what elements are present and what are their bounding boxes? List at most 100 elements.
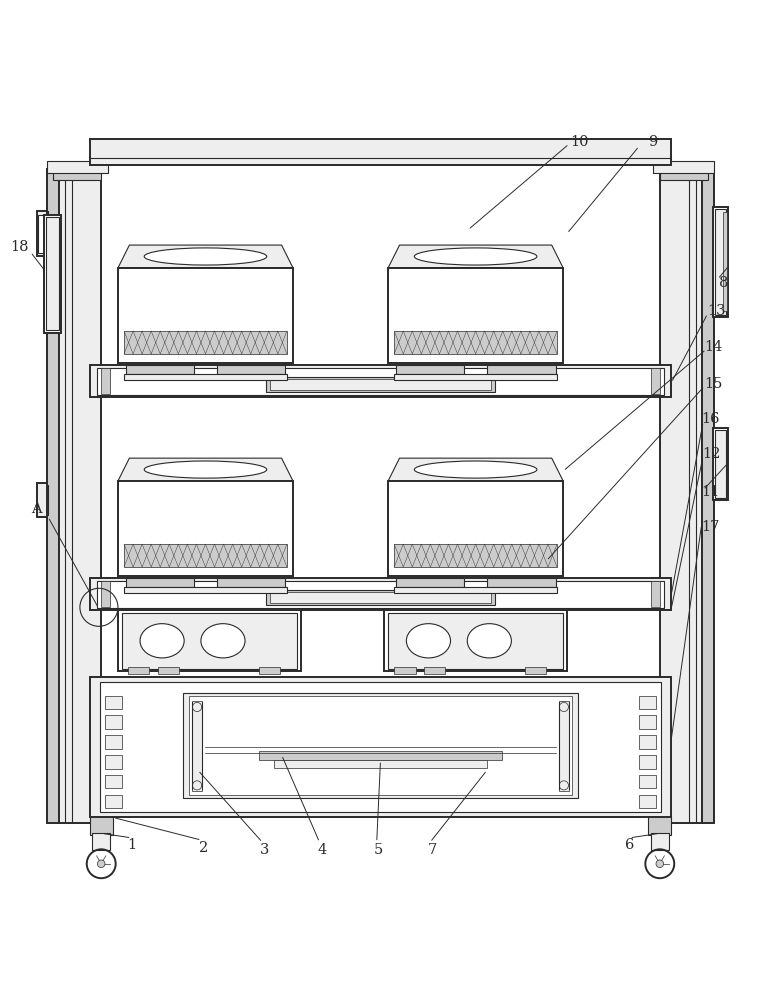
Bar: [487, 578, 556, 587]
Circle shape: [97, 860, 105, 868]
Bar: [42, 485, 48, 515]
Bar: [651, 581, 660, 607]
Bar: [124, 331, 287, 354]
Bar: [118, 481, 293, 576]
Text: 13: 13: [707, 304, 725, 318]
Bar: [97, 581, 664, 608]
Bar: [126, 578, 194, 587]
Bar: [118, 610, 301, 671]
Bar: [126, 365, 194, 374]
Bar: [660, 165, 708, 180]
Bar: [189, 696, 572, 795]
Polygon shape: [388, 245, 563, 268]
Text: 11: 11: [702, 485, 720, 499]
Text: 4: 4: [317, 843, 326, 857]
Bar: [122, 613, 297, 669]
Bar: [388, 268, 563, 363]
Bar: [396, 365, 464, 374]
Text: A: A: [31, 502, 42, 516]
Bar: [53, 165, 101, 180]
Ellipse shape: [414, 461, 537, 478]
Ellipse shape: [201, 624, 245, 658]
Ellipse shape: [140, 624, 184, 658]
Bar: [651, 368, 660, 394]
Bar: [90, 816, 113, 835]
Bar: [217, 365, 285, 374]
Bar: [715, 430, 726, 498]
Bar: [639, 755, 656, 769]
Text: 6: 6: [625, 838, 634, 852]
Bar: [394, 374, 557, 380]
Bar: [259, 751, 502, 760]
Text: 7: 7: [428, 843, 437, 857]
Text: 18: 18: [11, 240, 29, 254]
Bar: [92, 833, 110, 850]
Bar: [37, 211, 47, 256]
Bar: [192, 701, 202, 791]
Bar: [639, 795, 656, 808]
Bar: [559, 701, 569, 791]
Polygon shape: [388, 458, 563, 481]
Text: 8: 8: [719, 276, 728, 290]
Text: 15: 15: [704, 377, 722, 391]
Bar: [42, 211, 48, 256]
Polygon shape: [118, 458, 293, 481]
Bar: [47, 161, 108, 173]
Bar: [105, 775, 122, 788]
Bar: [396, 578, 464, 587]
Bar: [105, 696, 122, 709]
Bar: [100, 682, 661, 812]
Text: 3: 3: [260, 843, 269, 857]
Bar: [639, 735, 656, 749]
Ellipse shape: [467, 624, 511, 658]
Bar: [217, 578, 285, 587]
Bar: [124, 544, 287, 567]
Bar: [384, 610, 567, 671]
Bar: [46, 217, 59, 330]
Bar: [653, 161, 714, 173]
Polygon shape: [118, 245, 293, 268]
Text: 14: 14: [705, 340, 723, 354]
Bar: [44, 215, 61, 333]
Bar: [525, 667, 546, 674]
Bar: [713, 207, 728, 317]
Bar: [487, 365, 556, 374]
Bar: [90, 677, 671, 817]
Text: 10: 10: [571, 135, 589, 149]
Text: 17: 17: [701, 520, 719, 534]
Bar: [101, 581, 110, 607]
Bar: [90, 139, 671, 165]
Bar: [47, 169, 59, 823]
Bar: [59, 169, 101, 823]
Text: 12: 12: [702, 447, 721, 461]
Text: 5: 5: [374, 843, 383, 857]
Bar: [90, 578, 671, 610]
Bar: [713, 428, 728, 500]
Bar: [715, 209, 726, 315]
Circle shape: [656, 860, 664, 868]
Bar: [105, 715, 122, 729]
Text: 2: 2: [199, 841, 208, 855]
Bar: [266, 377, 495, 392]
Text: 1: 1: [127, 838, 136, 852]
Bar: [183, 693, 578, 798]
Bar: [660, 169, 702, 823]
Bar: [648, 816, 671, 835]
Ellipse shape: [414, 248, 537, 265]
Bar: [394, 331, 557, 354]
Bar: [158, 667, 179, 674]
Text: 9: 9: [648, 135, 658, 149]
Bar: [124, 374, 287, 380]
Bar: [424, 667, 445, 674]
Bar: [266, 590, 495, 605]
Bar: [651, 833, 669, 850]
Bar: [639, 775, 656, 788]
Bar: [101, 368, 110, 394]
Bar: [394, 667, 416, 674]
Bar: [274, 760, 487, 768]
Bar: [702, 169, 714, 823]
Bar: [118, 268, 293, 363]
Bar: [388, 613, 563, 669]
Bar: [270, 379, 491, 390]
Text: 16: 16: [702, 412, 720, 426]
